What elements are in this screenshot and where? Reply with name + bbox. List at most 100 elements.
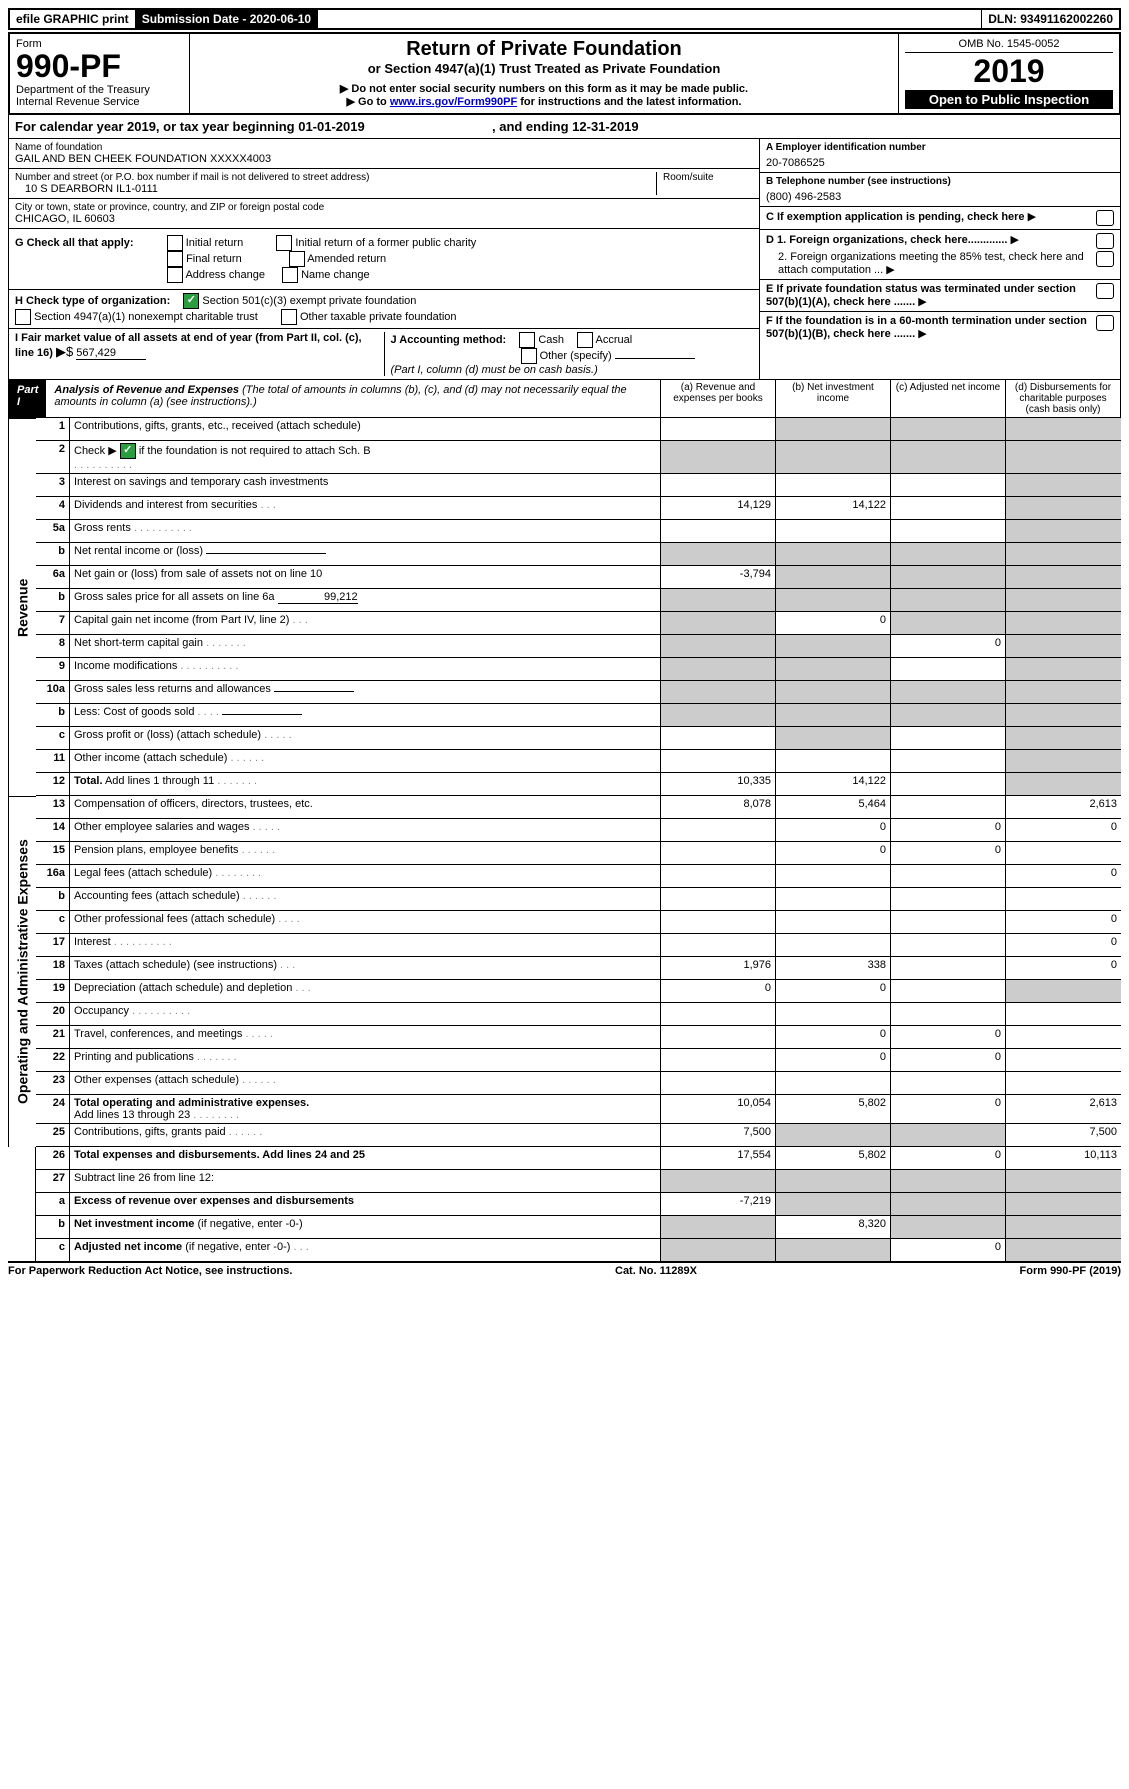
j-o1: Cash: [538, 334, 564, 346]
omb: OMB No. 1545-0052: [905, 38, 1113, 53]
rt-8: Net short-term capital gain . . . . . . …: [70, 635, 661, 658]
rn-24: 24: [36, 1095, 70, 1124]
chk-d2[interactable]: [1096, 251, 1114, 267]
chk-501c3[interactable]: ✓: [183, 293, 199, 309]
r24a: 10,054: [661, 1095, 776, 1124]
chk-schB[interactable]: ✓: [120, 443, 136, 459]
rn-19: 19: [36, 980, 70, 1003]
r4a: 14,129: [661, 497, 776, 520]
part1-header-row: Part I Analysis of Revenue and Expenses …: [8, 380, 1121, 418]
r6bv: 99,212: [278, 591, 358, 604]
rn-5b: b: [36, 543, 70, 566]
col-b: (b) Net investment income: [776, 380, 891, 418]
r27aa: -7,219: [661, 1193, 776, 1216]
r21b: 0: [776, 1026, 891, 1049]
r21c: 0: [891, 1026, 1006, 1049]
r25d: 7,500: [1006, 1124, 1121, 1147]
j-o2: Accrual: [596, 334, 633, 346]
rt-6a: Net gain or (loss) from sale of assets n…: [70, 566, 661, 589]
rt-15: Pension plans, employee benefits . . . .…: [70, 842, 661, 865]
chk-4947[interactable]: [15, 309, 31, 325]
rt-5a: Gross rents . . . . . . . . . .: [70, 520, 661, 543]
chk-name-change[interactable]: [282, 267, 298, 283]
r18b: 338: [776, 957, 891, 980]
r24c: 0: [891, 1095, 1006, 1124]
footer-cat: Cat. No. 11289X: [615, 1265, 697, 1277]
r18d: 0: [1006, 957, 1121, 980]
fmv-value: 567,429: [76, 347, 146, 360]
r22c: 0: [891, 1049, 1006, 1072]
col-c: (c) Adjusted net income: [891, 380, 1006, 418]
rn-14: 14: [36, 819, 70, 842]
rn-26: 26: [36, 1147, 70, 1170]
rt-14: Other employee salaries and wages . . . …: [70, 819, 661, 842]
rn-7: 7: [36, 612, 70, 635]
part1-title: Analysis of Revenue and Expenses: [54, 384, 239, 396]
analysis-table: Revenue 1Contributions, gifts, grants, e…: [8, 418, 1121, 1262]
cal-begin: For calendar year 2019, or tax year begi…: [15, 119, 365, 134]
rn-13: 13: [36, 796, 70, 819]
open-public: Open to Public Inspection: [905, 90, 1113, 109]
rn-27: 27: [36, 1170, 70, 1193]
r12b: 14,122: [776, 773, 891, 796]
address: 10 S DEARBORN IL1-0111: [15, 183, 656, 195]
chk-initial-former[interactable]: [276, 235, 292, 251]
r14b: 0: [776, 819, 891, 842]
r13b: 5,464: [776, 796, 891, 819]
r25a: 7,500: [661, 1124, 776, 1147]
footer-right: Form 990-PF (2019): [1020, 1265, 1122, 1277]
chk-cash[interactable]: [519, 332, 535, 348]
rt-23: Other expenses (attach schedule) . . . .…: [70, 1072, 661, 1095]
chk-f[interactable]: [1096, 315, 1114, 331]
r6aa: -3,794: [661, 566, 776, 589]
d1-text: D 1. Foreign organizations, check here..…: [766, 234, 1007, 246]
col-a: (a) Revenue and expenses per books: [661, 380, 776, 418]
g-o1: Initial return: [186, 237, 243, 249]
r15b: 0: [776, 842, 891, 865]
rn-25: 25: [36, 1124, 70, 1147]
rt-16a: Legal fees (attach schedule) . . . . . .…: [70, 865, 661, 888]
rt-13: Compensation of officers, directors, tru…: [70, 796, 661, 819]
tax-year: 2019: [905, 53, 1113, 90]
g-o3: Final return: [186, 253, 242, 265]
chk-amended[interactable]: [289, 251, 305, 267]
j-o3: Other (specify): [540, 350, 612, 362]
rn-6b: b: [36, 589, 70, 612]
rn-18: 18: [36, 957, 70, 980]
col-d: (d) Disbursements for charitable purpose…: [1006, 380, 1121, 418]
chk-d1[interactable]: [1096, 233, 1114, 249]
dept: Department of the Treasury: [16, 84, 183, 96]
chk-addr-change[interactable]: [167, 267, 183, 283]
h-o3: Other taxable private foundation: [300, 311, 457, 323]
chk-other-acct[interactable]: [521, 348, 537, 364]
rn-16c: c: [36, 911, 70, 934]
form-title: Return of Private Foundation: [196, 38, 892, 61]
chk-accrual[interactable]: [577, 332, 593, 348]
dln: DLN: 93491162002260: [982, 10, 1119, 28]
rt-27a: Excess of revenue over expenses and disb…: [70, 1193, 661, 1216]
rt-21: Travel, conferences, and meetings . . . …: [70, 1026, 661, 1049]
rt-24: Total operating and administrative expen…: [70, 1095, 661, 1124]
irs-link[interactable]: www.irs.gov/Form990PF: [390, 96, 517, 108]
chk-initial[interactable]: [167, 235, 183, 251]
chk-other-tax[interactable]: [281, 309, 297, 325]
chk-final[interactable]: [167, 251, 183, 267]
rt-27b: Net investment income (if negative, ente…: [70, 1216, 661, 1239]
j-label: J Accounting method:: [391, 334, 507, 346]
submission-date: Submission Date - 2020-06-10: [136, 10, 318, 28]
city: CHICAGO, IL 60603: [15, 213, 753, 225]
chk-e[interactable]: [1096, 283, 1114, 299]
r16ad: 0: [1006, 865, 1121, 888]
rt-1: Contributions, gifts, grants, etc., rece…: [70, 418, 661, 441]
r8c: 0: [891, 635, 1006, 658]
chk-c[interactable]: [1096, 210, 1114, 226]
rn-27a: a: [36, 1193, 70, 1216]
cal-end: , and ending 12-31-2019: [492, 119, 639, 134]
g-o2: Initial return of a former public charit…: [295, 237, 476, 249]
city-label: City or town, state or province, country…: [15, 202, 753, 213]
goto-line: ▶ Go to www.irs.gov/Form990PF for instru…: [196, 95, 892, 108]
rt-20: Occupancy . . . . . . . . . .: [70, 1003, 661, 1026]
revenue-vlabel: Revenue: [8, 418, 36, 796]
r27cc: 0: [891, 1239, 1006, 1262]
rn-10c: c: [36, 727, 70, 750]
